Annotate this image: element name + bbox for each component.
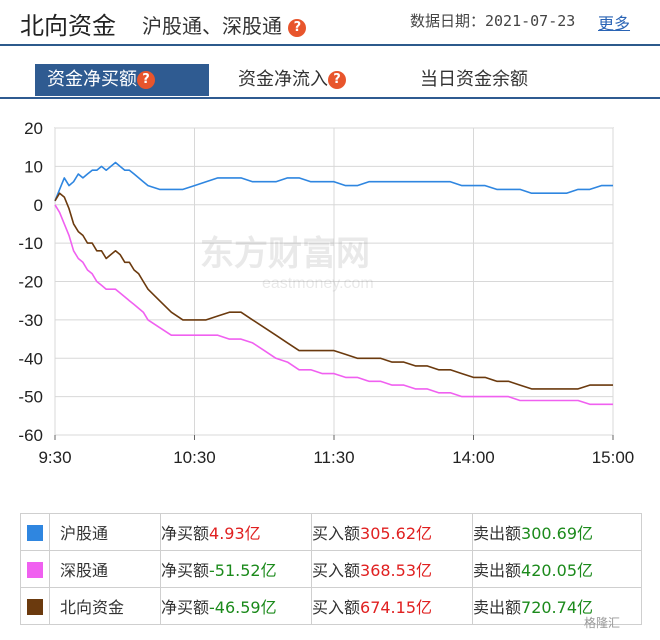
legend-name: 沪股通	[49, 513, 161, 551]
legend-buy-label: 买入额	[312, 561, 361, 580]
legend-table: 沪股通 净买额4.93亿 买入额305.62亿 卖出额300.69亿 深股通 净…	[20, 513, 642, 625]
series-line-1	[54, 204, 613, 406]
legend-buy: 买入额368.53亿	[311, 550, 473, 588]
help-icon[interactable]: ?	[328, 71, 346, 89]
legend-buy-value: 305.62亿	[360, 524, 433, 543]
page-title: 北向资金	[20, 12, 116, 40]
legend-buy: 买入额305.62亿	[311, 513, 473, 551]
tab-underline	[0, 97, 660, 99]
legend-buy-label: 买入额	[312, 598, 361, 617]
y-tick-label: 20	[24, 119, 43, 138]
legend-net: 净买额-46.59亿	[160, 587, 312, 625]
chart-grid	[54, 127, 614, 436]
legend-swatch-sh	[27, 525, 43, 541]
legend-net-value: -51.52亿	[209, 561, 277, 580]
x-tick-label: 11:30	[313, 448, 354, 467]
watermark-logo-text: 东方财富网	[200, 234, 370, 273]
x-tick-label: 9:30	[38, 448, 71, 467]
legend-row-sz: 深股通 净买额-51.52亿 买入额368.53亿 卖出额420.05亿	[20, 550, 642, 588]
legend-net-label: 净买额	[161, 524, 210, 543]
legend-net-value: 4.93亿	[209, 524, 261, 543]
tab-bar: 资金净买额? 资金净流入? 当日资金余额	[0, 64, 660, 98]
page-header: 北向资金 沪股通、深股通 ? 数据日期：2021-07-23 更多	[0, 0, 660, 46]
x-tick-label: 14:00	[452, 448, 495, 467]
legend-buy-value: 368.53亿	[360, 561, 433, 580]
y-tick-label: 0	[34, 196, 43, 215]
legend-sell: 卖出额720.74亿	[472, 587, 642, 625]
watermark-logo-sub: eastmoney.com	[262, 275, 374, 292]
legend-net-label: 净买额	[161, 561, 210, 580]
tab-day-balance[interactable]: 当日资金余额	[420, 64, 528, 96]
legend-net: 净买额-51.52亿	[160, 550, 312, 588]
tab-net-buy[interactable]: 资金净买额?	[35, 64, 209, 96]
legend-net-value: -46.59亿	[209, 598, 277, 617]
more-link[interactable]: 更多	[598, 14, 631, 33]
y-tick-label: -40	[18, 349, 43, 368]
tab-day-balance-label: 当日资金余额	[420, 69, 528, 90]
legend-buy-value: 674.15亿	[360, 598, 433, 617]
series-line-2	[54, 192, 613, 390]
y-tick-label: -60	[18, 426, 43, 445]
series-line-0	[54, 161, 613, 202]
subtitle-text: 沪股通、深股通	[142, 14, 282, 38]
legend-buy-label: 买入额	[312, 524, 361, 543]
data-date: 数据日期：2021-07-23	[410, 12, 576, 30]
legend-sell-label: 卖出额	[473, 524, 522, 543]
y-tick-label: -30	[18, 311, 43, 330]
tab-net-inflow[interactable]: 资金净流入?	[238, 64, 346, 96]
legend-sell-value: 420.05亿	[521, 561, 594, 580]
x-tick-label: 10:30	[173, 448, 216, 467]
legend-name: 深股通	[49, 550, 161, 588]
legend-net-label: 净买额	[161, 598, 210, 617]
net-buy-chart: 东方财富网 eastmoney.com 20 10 0 -10 -20 -30 -40 -50…	[18, 119, 634, 467]
chart-watermark: 东方财富网 eastmoney.com	[200, 234, 374, 292]
legend-sell-value: 720.74亿	[521, 598, 594, 617]
legend-swatch-nb	[27, 599, 43, 615]
chart-series	[54, 161, 613, 406]
page-subtitle: 沪股通、深股通 ?	[142, 10, 307, 39]
legend-name: 北向资金	[49, 587, 161, 625]
tab-net-inflow-label: 资金净流入	[238, 69, 328, 90]
legend-net: 净买额4.93亿	[160, 513, 312, 551]
y-tick-label: -10	[18, 234, 43, 253]
y-tick-label: 10	[24, 157, 43, 176]
y-tick-label: -20	[18, 273, 43, 292]
legend-row-nb: 北向资金 净买额-46.59亿 买入额674.15亿 卖出额720.74亿	[20, 587, 642, 625]
corner-watermark: 格隆汇	[584, 616, 621, 630]
legend-sell-label: 卖出额	[473, 561, 522, 580]
y-tick-label: -50	[18, 388, 43, 407]
legend-buy: 买入额674.15亿	[311, 587, 473, 625]
help-icon[interactable]: ?	[288, 18, 307, 37]
tab-net-buy-label: 资金净买额	[47, 69, 137, 90]
legend-sell: 卖出额300.69亿	[472, 513, 642, 551]
help-icon[interactable]: ?	[137, 71, 155, 89]
legend-sell: 卖出额420.05亿	[472, 550, 642, 588]
legend-swatch-sz	[27, 562, 43, 578]
legend-swatch-cell	[20, 513, 50, 551]
legend-sell-label: 卖出额	[473, 598, 522, 617]
legend-row-sh: 沪股通 净买额4.93亿 买入额305.62亿 卖出额300.69亿	[20, 513, 642, 551]
chart-axes: 20 10 0 -10 -20 -30 -40 -50 -60 9:30 10:30 11:30 14:…	[18, 119, 634, 467]
x-tick-label: 15:00	[592, 448, 635, 467]
legend-sell-value: 300.69亿	[521, 524, 594, 543]
legend-swatch-cell	[20, 587, 50, 625]
legend-swatch-cell	[20, 550, 50, 588]
